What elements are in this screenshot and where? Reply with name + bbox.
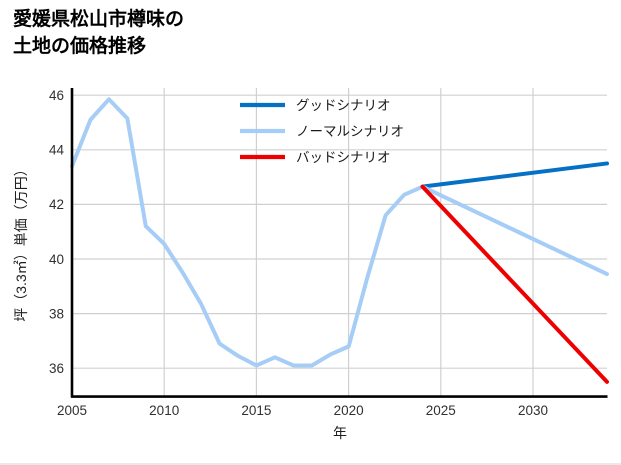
legend-label-normal: ノーマルシナリオ [296,124,404,139]
y-tick-label: 46 [49,88,64,103]
legend-label-good: グッドシナリオ [296,98,391,113]
x-tick-label: 2005 [57,403,87,418]
legend: グッドシナリオ ノーマルシナリオ バッドシナリオ [240,98,404,165]
series-line-1 [70,97,425,368]
y-tick-label: 42 [49,197,64,212]
y-gridlines [72,94,607,369]
y-axis-title: 坪（3.3㎡）単価（万円） [13,162,29,321]
series-line-4 [420,184,609,384]
x-tick-labels: 2005 2010 2015 2020 2025 2030 [57,403,548,418]
x-axis-title: 年 [333,425,347,441]
chart-title: 愛媛県松山市樽味の 土地の価格推移 [13,9,185,57]
y-tick-label: 40 [49,252,64,267]
x-tick-label: 2025 [426,403,456,418]
data-series-layer [70,97,609,384]
y-tick-label: 36 [49,361,64,376]
y-tick-label: 44 [49,143,65,158]
x-tick-label: 2015 [241,403,271,418]
y-tick-label: 38 [49,306,64,321]
series-line-2 [420,161,609,189]
y-tick-labels: 36 38 40 42 44 46 [49,88,65,376]
series-line-3 [420,184,609,277]
x-tick-label: 2020 [334,403,364,418]
x-tick-label: 2010 [149,403,179,418]
x-tick-label: 2030 [518,403,548,418]
legend-label-bad: バッドシナリオ [296,150,391,165]
axis-spines [70,88,608,398]
